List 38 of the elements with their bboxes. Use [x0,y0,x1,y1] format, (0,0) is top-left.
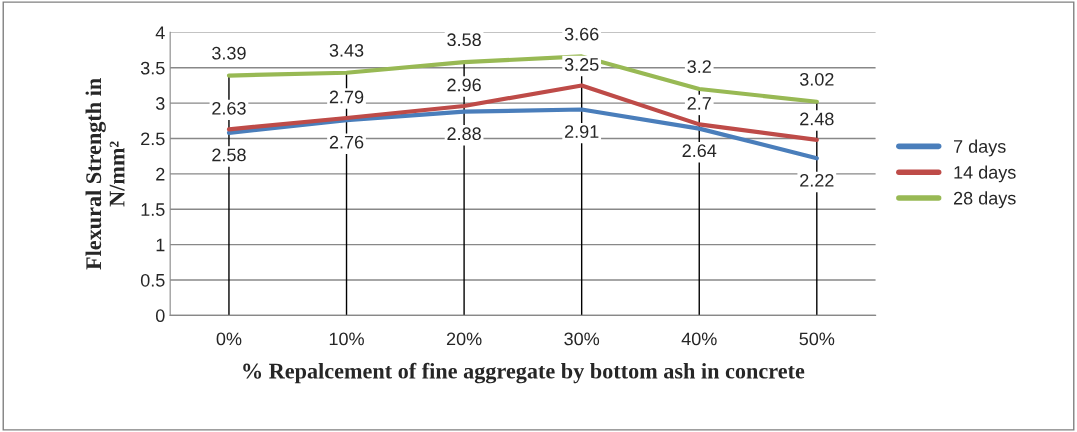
y-tick-label: 1 [156,238,165,252]
data-label: 2.79 [329,90,364,104]
y-tick-label: 0.5 [140,273,165,287]
data-label: 2.64 [682,144,717,158]
data-label: 3.66 [564,27,599,41]
data-label: 2.76 [329,135,364,149]
data-label: 2.48 [800,112,834,126]
x-tick-label: 10% [329,332,364,346]
y-tick-label: 2.5 [141,132,165,146]
x-tick-label: 20% [446,332,482,346]
data-label: 2.22 [800,173,834,187]
data-label: 2.63 [212,101,246,115]
x-axis-title: % Repalcement of fine aggregate by bottom ash in concrete [243,362,805,384]
legend-label: 28 days [953,191,1016,209]
y-tick-label: 3.5 [140,61,165,75]
data-label: 2.88 [447,127,481,141]
data-label: 3.43 [329,43,364,57]
x-tick-label: 0% [216,332,242,346]
legend-label: 7 days [954,139,1006,157]
data-label: 3.58 [447,33,481,47]
y-tick-label: 4 [155,26,165,39]
y-tick-label: 1.5 [141,203,165,216]
data-label: 2.58 [212,148,246,162]
y-tick-label: 2 [156,167,165,181]
x-tick-label: 30% [564,332,600,346]
data-label: 3.2 [687,60,711,74]
y-axis-title: Flexural Strength in N/mm² [85,78,125,270]
x-tick-label: 50% [799,332,835,346]
y-tick-label: 0 [155,309,165,323]
legend-label: 14 days [954,165,1016,183]
data-label: 3.02 [799,72,834,86]
data-label: 3.39 [212,46,246,60]
x-tick-label: 40% [681,332,717,346]
y-tick-label: 3 [155,97,165,110]
data-label: 2.7 [687,96,711,110]
data-label: 3.25 [564,58,599,71]
data-label: 2.91 [565,125,599,138]
data-label: 2.96 [447,78,481,92]
